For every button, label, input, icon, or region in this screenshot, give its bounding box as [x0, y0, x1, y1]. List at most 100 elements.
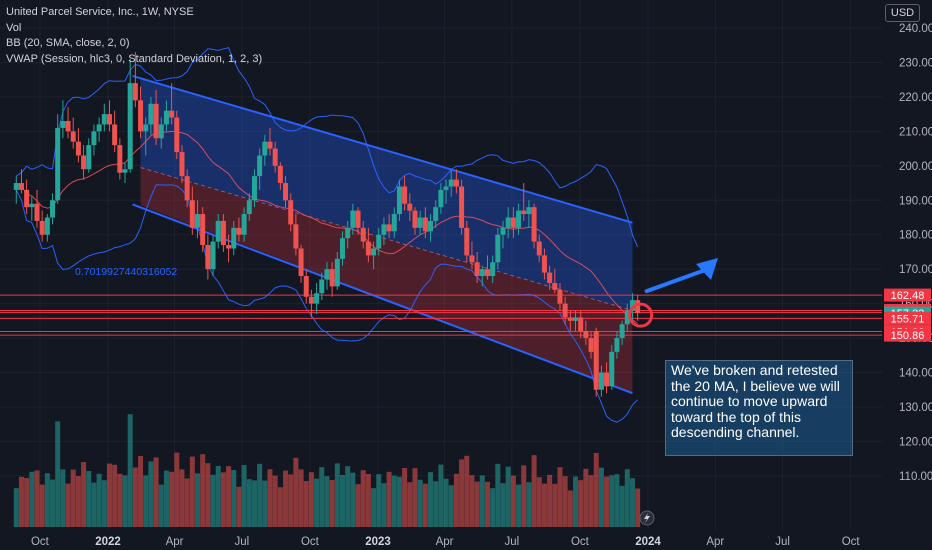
bb-upper-band	[16, 47, 639, 248]
candle-body	[303, 276, 309, 297]
candle-body	[609, 351, 615, 387]
candle-body	[226, 245, 232, 249]
price-tick-label: 180.00	[899, 230, 932, 242]
candle-body	[516, 210, 522, 228]
price-level-badge-bg	[884, 328, 931, 342]
volume-bar	[407, 482, 413, 527]
candle-body	[34, 203, 40, 221]
volume-bar	[583, 468, 589, 527]
currency-button[interactable]: USD	[885, 4, 920, 22]
volume-bar	[34, 470, 40, 527]
volume-bar	[541, 483, 547, 527]
candle-body	[293, 224, 299, 249]
candle-body	[163, 110, 169, 125]
candle-body	[531, 207, 537, 242]
candle-body	[433, 207, 439, 221]
candle-body	[443, 186, 449, 190]
candle-body	[39, 220, 45, 235]
candle-body	[241, 214, 247, 235]
candle-body	[402, 186, 408, 204]
volume-bar	[65, 483, 71, 527]
volume-legend[interactable]: Vol	[6, 21, 22, 34]
vwap-legend[interactable]: VWAP (Session, hlc3, 0, Standard Deviati…	[6, 52, 263, 65]
candle-body	[593, 331, 599, 390]
candle-body	[635, 300, 641, 314]
time-tick-label: 2023	[365, 536, 391, 548]
volume-bar	[531, 455, 537, 527]
candle-body	[112, 124, 118, 146]
volume-bar	[391, 475, 397, 527]
volume-bar	[189, 456, 195, 527]
candle-body	[314, 293, 320, 304]
candle-body	[350, 210, 356, 228]
volume-bar	[293, 457, 299, 527]
volume-bar	[474, 481, 480, 527]
price-level-value: 155.71	[891, 313, 925, 325]
price-level-value: 150.86	[891, 330, 925, 342]
volume-bar	[396, 476, 402, 527]
price-tick-label: 220.00	[899, 92, 932, 104]
volume-bar	[226, 466, 232, 527]
time-tick-label: Oct	[31, 536, 50, 548]
time-tick-label: 2024	[635, 536, 661, 548]
volume-bar	[386, 471, 392, 527]
annotation-note[interactable]: We've broken and retested the 20 MA, I b…	[665, 360, 853, 456]
indicator-legend: United Parcel Service, Inc., 1W, NYSE Vo…	[6, 5, 262, 67]
candle-body	[205, 245, 211, 270]
volume-bar	[86, 471, 92, 527]
time-tick-label: Apr	[436, 536, 454, 548]
volume-bar	[402, 468, 408, 527]
price-level-badge: 155.71	[884, 311, 931, 325]
volume-bar	[417, 479, 423, 527]
forecast-arrow-shaft	[644, 267, 710, 294]
candle-body	[562, 303, 568, 318]
symbol-title[interactable]: United Parcel Service, Inc., 1W, NYSE	[6, 6, 194, 18]
fib-level-label: 0.701992744031605​2	[75, 266, 178, 278]
volume-bar	[433, 481, 439, 527]
candle-body	[153, 103, 159, 139]
time-tick-label: Oct	[571, 536, 590, 548]
candle-body	[267, 141, 273, 149]
candle-body	[184, 176, 190, 201]
volume-bar	[91, 482, 97, 527]
volume-bar	[469, 475, 475, 527]
volume-bar	[174, 452, 180, 527]
candle-body	[386, 224, 392, 232]
channel-upper-fill	[140, 77, 633, 311]
candle-body	[479, 269, 485, 277]
candle-body	[24, 189, 30, 208]
candle-body	[132, 83, 138, 101]
volume-bar	[158, 484, 164, 527]
volume-bar	[428, 472, 434, 527]
volume-bar	[241, 465, 247, 527]
candle-body	[18, 183, 24, 190]
candle-body	[339, 238, 345, 259]
bollinger-legend[interactable]: BB (20, SMA, close, 2, 0)	[6, 37, 130, 49]
time-tick-label: Jul	[775, 536, 790, 548]
candle-body	[459, 186, 465, 228]
volume-bar	[288, 474, 294, 527]
time-tick-label: Jul	[505, 536, 520, 548]
candle-body	[557, 289, 563, 304]
volume-bar	[148, 461, 154, 527]
candle-body	[236, 227, 242, 235]
volume-bar	[210, 474, 216, 527]
candle-body	[417, 217, 423, 228]
volume-bar	[251, 480, 257, 527]
volume-bar	[484, 481, 490, 527]
volume-bar	[355, 484, 361, 527]
price-tick-label: 130.00	[899, 402, 932, 414]
volume-bar	[479, 475, 485, 527]
volume-bar	[127, 414, 133, 527]
time-tick-label: Oct	[842, 536, 861, 548]
volume-bar	[573, 476, 579, 527]
candle-body	[464, 227, 470, 256]
candle-body	[365, 241, 371, 256]
price-level-badge-bg	[884, 311, 931, 325]
volume-bar	[117, 473, 123, 527]
candle-body	[624, 310, 630, 325]
volume-bar	[360, 470, 366, 527]
volume-bar	[163, 470, 169, 527]
volume-bar	[215, 466, 221, 527]
